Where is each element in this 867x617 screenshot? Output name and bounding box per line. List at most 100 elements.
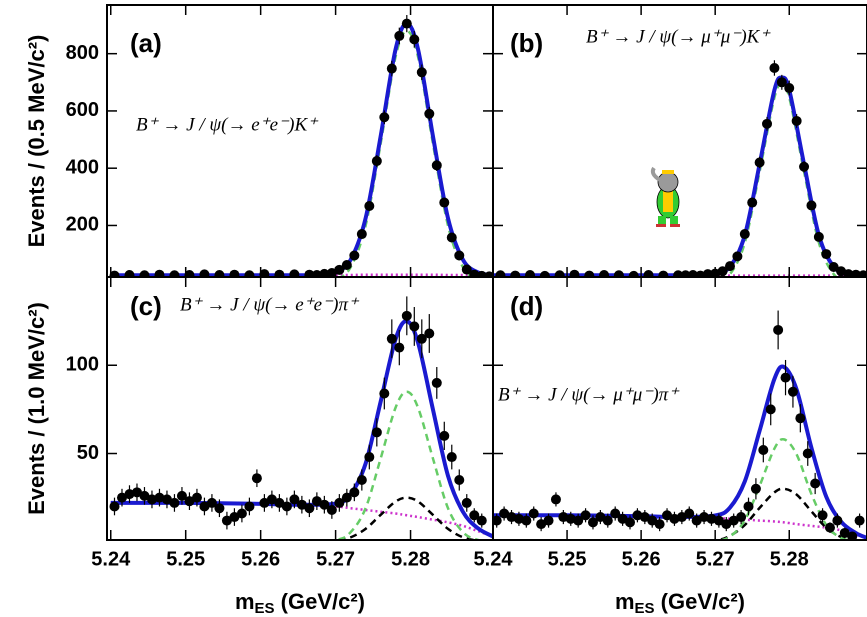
y-axis-label: Events / (0.5 MeV/c²) — [24, 35, 49, 248]
data-point — [584, 270, 595, 277]
data-point — [739, 229, 750, 240]
data-point — [787, 386, 798, 397]
data-point — [296, 499, 307, 510]
data-point — [319, 499, 330, 510]
data-point — [394, 30, 405, 41]
fit-curve — [725, 83, 839, 277]
data-point — [847, 531, 858, 540]
data-point — [806, 200, 817, 211]
panel-frame — [492, 276, 867, 541]
y-tick-label: 400 — [66, 156, 99, 178]
panel: 200 400 600 800 (a) B⁺ → J / ψ(→ e⁺e⁻)K⁺ Event… — [24, 4, 494, 278]
data-point — [721, 519, 732, 530]
data-point — [199, 501, 210, 512]
data-point — [643, 269, 654, 277]
data-point — [647, 515, 658, 526]
data-point — [409, 34, 420, 45]
data-point — [461, 264, 472, 275]
data-point — [461, 497, 472, 508]
data-point — [154, 269, 165, 277]
data-point — [732, 251, 743, 262]
data-point — [139, 270, 150, 277]
data-point — [334, 264, 345, 275]
fit-curve — [110, 21, 493, 277]
fit-curve — [709, 437, 857, 540]
data-point — [184, 269, 195, 277]
data-point — [769, 62, 780, 73]
data-point — [773, 324, 784, 335]
data-point — [613, 270, 624, 277]
data-point — [139, 490, 150, 501]
panel: 5.24 5.25 5.26 5.27 5.28 50 100 (c) B⁺ → J / ψ(→… — [24, 276, 494, 617]
data-point — [580, 510, 591, 521]
data-point — [169, 270, 180, 277]
data-point — [176, 490, 187, 501]
data-point — [259, 497, 270, 508]
data-point — [676, 512, 687, 523]
data-point — [536, 519, 547, 530]
data-point — [839, 527, 850, 538]
data-point — [824, 522, 835, 533]
x-axis-label-part: (GeV/c²) — [655, 589, 745, 614]
data-point — [791, 115, 802, 126]
data-point — [244, 270, 255, 277]
data-point — [431, 377, 442, 388]
data-point — [154, 492, 165, 503]
data-point — [802, 448, 813, 459]
data-point — [184, 496, 195, 507]
data-point — [379, 388, 390, 399]
data-point — [221, 515, 232, 526]
data-point — [728, 515, 739, 526]
x-tick-label: 5.27 — [316, 548, 355, 570]
data-point — [528, 508, 539, 519]
data-point — [266, 494, 277, 505]
data-point — [573, 515, 584, 526]
data-point — [758, 444, 769, 455]
x-tick-label: 5.26 — [241, 548, 280, 570]
data-point — [334, 497, 345, 508]
data-point — [784, 83, 795, 94]
x-tick-label: 5.25 — [548, 548, 587, 570]
x-axis-label: mES (GeV/c²) — [615, 589, 745, 617]
data-point — [169, 497, 180, 508]
data-point — [743, 501, 754, 512]
panel: 5.24 5.25 5.26 5.27 5.28 (d) B⁺ → J / ψ(→ μ⁺μ⁻… — [474, 276, 867, 617]
data-point — [828, 261, 839, 272]
x-axis-label-part: m — [235, 589, 255, 614]
data-point — [736, 512, 747, 523]
data-point — [587, 517, 598, 528]
data-point — [795, 413, 806, 424]
data-point — [510, 270, 521, 277]
annotation: B⁺ → J / ψ(→ e⁺e⁻)K⁺ — [136, 114, 319, 135]
data-point — [416, 333, 427, 344]
data-point — [569, 269, 580, 277]
data-point — [539, 270, 550, 277]
data-point — [326, 267, 337, 277]
data-point — [214, 269, 225, 277]
data-point — [124, 269, 135, 277]
data-point — [349, 487, 360, 498]
data-point — [341, 492, 352, 503]
data-point — [281, 501, 292, 512]
plot-area — [109, 296, 493, 540]
data-point — [424, 108, 435, 119]
panel: (b) B⁺ → J / ψ(→ μ⁺μ⁻)K⁺ — [492, 4, 867, 278]
data-point — [854, 515, 865, 526]
data-point — [251, 473, 262, 484]
data-point — [371, 427, 382, 438]
data-point — [454, 474, 465, 485]
data-point — [146, 494, 157, 505]
data-point — [401, 310, 412, 321]
data-point — [311, 269, 322, 277]
data-point — [639, 512, 650, 523]
data-point — [495, 270, 506, 277]
data-point — [116, 492, 127, 503]
data-point — [858, 270, 867, 277]
data-point — [750, 483, 761, 494]
data-point — [424, 328, 435, 339]
data-point — [554, 270, 565, 277]
data-point — [214, 503, 225, 514]
data-point — [658, 270, 669, 277]
panel-label: (b) — [510, 28, 543, 58]
